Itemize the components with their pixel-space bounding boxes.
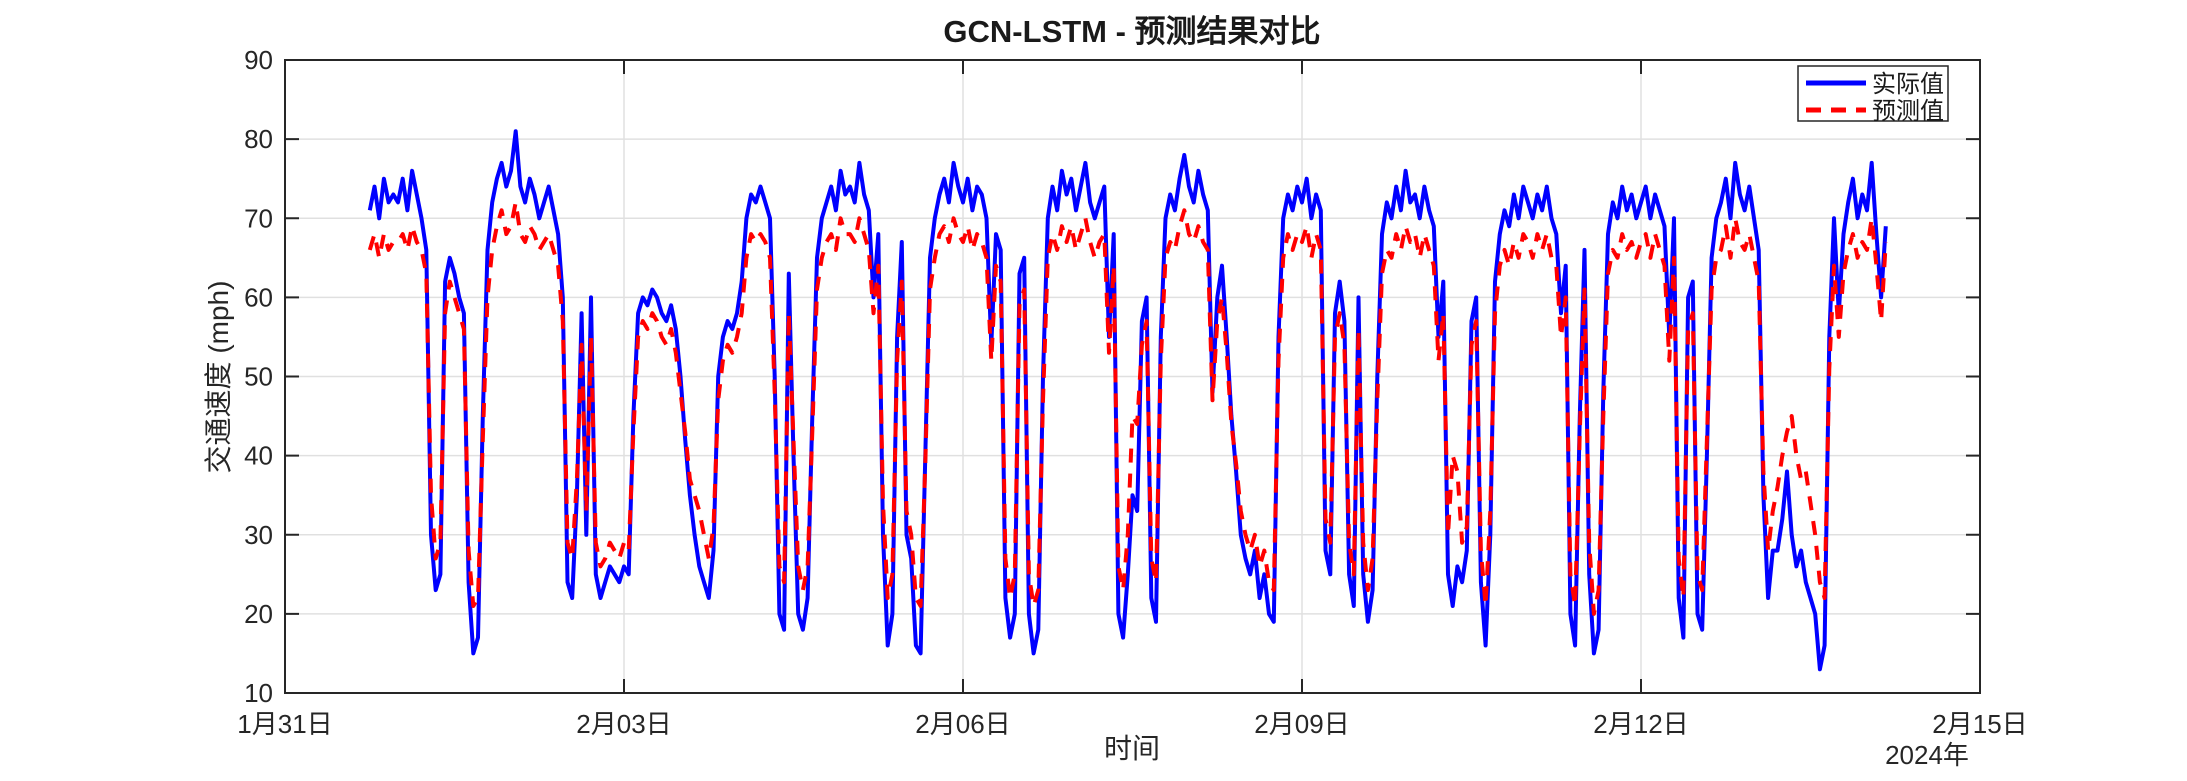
x-tick-label: 2月12日 bbox=[1593, 709, 1688, 739]
chart-title: GCN-LSTM - 预测结果对比 bbox=[943, 14, 1320, 49]
x-tick-label: 2月06日 bbox=[915, 709, 1010, 739]
actual-series-line bbox=[367, 129, 1888, 672]
y-tick-label: 10 bbox=[244, 678, 273, 708]
legend: 实际值 预测值 bbox=[1797, 65, 1949, 125]
x-axis-label: 时间 bbox=[1104, 733, 1160, 764]
x-tick-label: 1月31日 bbox=[237, 709, 332, 739]
legend-actual-label: 实际值 bbox=[1872, 71, 1944, 98]
gridlines bbox=[285, 60, 1980, 693]
y-tick-label: 90 bbox=[244, 45, 273, 75]
x-tick-label: 2月03日 bbox=[576, 709, 671, 739]
tick-marks bbox=[284, 59, 1981, 694]
x-tick-label: 2月15日 bbox=[1932, 709, 2027, 739]
x-axis-year-label: 2024年 bbox=[1885, 740, 1969, 770]
y-tick-label: 80 bbox=[244, 124, 273, 154]
y-tick-label: 60 bbox=[244, 282, 273, 312]
x-tick-label: 2月09日 bbox=[1254, 709, 1349, 739]
y-tick-label: 70 bbox=[244, 203, 273, 233]
y-tick-label: 20 bbox=[244, 599, 273, 629]
y-axis-label: 交通速度 (mph) bbox=[203, 281, 234, 474]
series-lines bbox=[367, 129, 1888, 672]
y-tick-label: 40 bbox=[244, 441, 273, 471]
predicted-series-line bbox=[367, 200, 1888, 616]
legend-box bbox=[1797, 65, 1949, 122]
y-tick-label: 30 bbox=[244, 520, 273, 550]
y-tick-label: 50 bbox=[244, 362, 273, 392]
legend-predicted-label: 预测值 bbox=[1872, 98, 1944, 125]
tick-labels: 10 20 30 40 50 60 70 80 90 1月31日 2月03日 2月06日 2月09日 2月… bbox=[237, 45, 2027, 739]
